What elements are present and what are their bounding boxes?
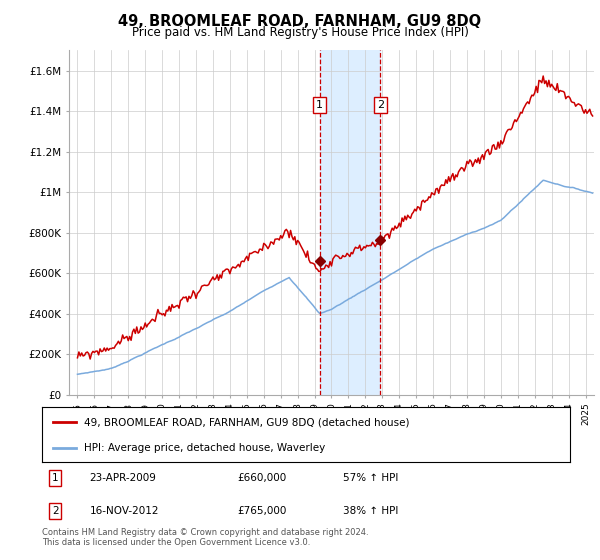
Text: 2: 2 (52, 506, 59, 516)
Text: 49, BROOMLEAF ROAD, FARNHAM, GU9 8DQ (detached house): 49, BROOMLEAF ROAD, FARNHAM, GU9 8DQ (de… (84, 418, 410, 427)
Text: Contains HM Land Registry data © Crown copyright and database right 2024.
This d: Contains HM Land Registry data © Crown c… (42, 528, 368, 547)
Text: 49, BROOMLEAF ROAD, FARNHAM, GU9 8DQ: 49, BROOMLEAF ROAD, FARNHAM, GU9 8DQ (118, 14, 482, 29)
Text: 23-APR-2009: 23-APR-2009 (89, 473, 157, 483)
Text: HPI: Average price, detached house, Waverley: HPI: Average price, detached house, Wave… (84, 444, 325, 453)
Text: 57% ↑ HPI: 57% ↑ HPI (343, 473, 398, 483)
Text: 1: 1 (52, 473, 59, 483)
Text: 38% ↑ HPI: 38% ↑ HPI (343, 506, 398, 516)
Text: 2: 2 (377, 100, 384, 110)
Text: 1: 1 (316, 100, 323, 110)
Text: £765,000: £765,000 (238, 506, 287, 516)
Bar (320, 50, 380, 395)
Text: £660,000: £660,000 (238, 473, 287, 483)
Text: 16-NOV-2012: 16-NOV-2012 (89, 506, 159, 516)
Text: Price paid vs. HM Land Registry's House Price Index (HPI): Price paid vs. HM Land Registry's House … (131, 26, 469, 39)
